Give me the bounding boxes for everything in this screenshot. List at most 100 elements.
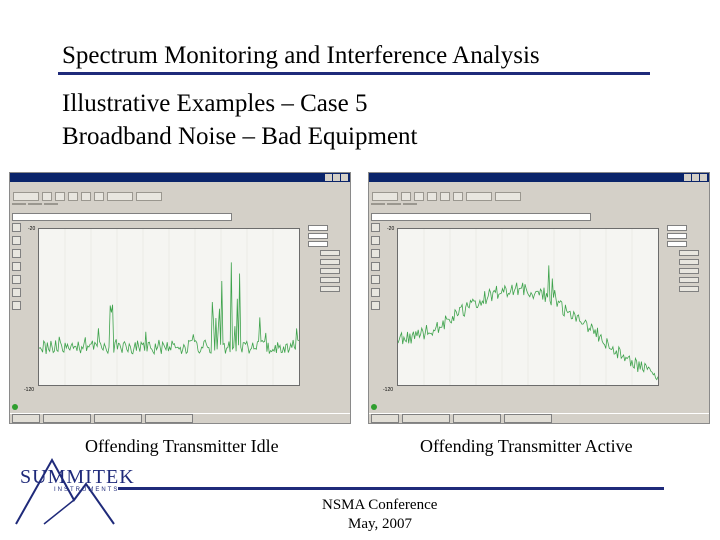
toolbar-button[interactable]	[136, 191, 162, 201]
toolbar-button[interactable]	[372, 191, 398, 201]
y-axis-top-label: -20	[28, 226, 36, 232]
toolbar-icon[interactable]	[42, 191, 52, 201]
tool-icon[interactable]	[12, 301, 21, 310]
tab[interactable]	[44, 203, 58, 205]
footer-rule	[118, 487, 664, 490]
panel-button[interactable]	[320, 250, 340, 256]
toolbar	[369, 190, 709, 202]
settings-field[interactable]	[667, 233, 687, 239]
tool-icon[interactable]	[371, 249, 380, 258]
spectrum-trace	[39, 229, 299, 385]
logo-text: SUMMITEK	[20, 466, 135, 488]
footer-date: May, 2007	[348, 516, 413, 532]
toolbar-icon[interactable]	[94, 191, 104, 201]
minimize-icon[interactable]	[325, 174, 332, 181]
summitek-logo: SUMMITEK INSTRUMENTS	[14, 456, 144, 528]
toolbar-icon[interactable]	[68, 191, 78, 201]
tool-icon[interactable]	[371, 223, 380, 232]
window-controls	[325, 174, 348, 181]
tool-icon[interactable]	[12, 262, 21, 271]
tool-icon[interactable]	[12, 288, 21, 297]
taskbar-item[interactable]	[453, 414, 501, 423]
tool-icon[interactable]	[371, 288, 380, 297]
toolbar-icon[interactable]	[453, 191, 463, 201]
spectrum-plot	[38, 228, 300, 386]
tool-icon[interactable]	[12, 275, 21, 284]
tab[interactable]	[28, 203, 42, 205]
toolbar-icon[interactable]	[81, 191, 91, 201]
window-titlebar	[369, 173, 709, 182]
maximize-icon[interactable]	[333, 174, 340, 181]
settings-field[interactable]	[308, 241, 328, 247]
maximize-icon[interactable]	[692, 174, 699, 181]
path-field[interactable]	[12, 213, 232, 221]
screenshot-active: -20 -120	[368, 172, 710, 424]
tab[interactable]	[371, 203, 385, 205]
tool-icon[interactable]	[12, 223, 21, 232]
tool-icon[interactable]	[371, 262, 380, 271]
toolbar-icon[interactable]	[414, 191, 424, 201]
taskbar-item[interactable]	[504, 414, 552, 423]
toolbar-icon[interactable]	[55, 191, 65, 201]
tab[interactable]	[12, 203, 26, 205]
title-rule	[58, 72, 650, 75]
taskbar-item[interactable]	[43, 414, 91, 423]
close-icon[interactable]	[341, 174, 348, 181]
menu-bar	[369, 182, 709, 190]
toolbar-icon[interactable]	[427, 191, 437, 201]
panel-button[interactable]	[679, 286, 699, 292]
settings-field[interactable]	[308, 233, 328, 239]
settings-panel	[306, 223, 348, 383]
tab[interactable]	[403, 203, 417, 205]
settings-field[interactable]	[667, 225, 687, 231]
taskbar	[10, 413, 350, 423]
tool-icon[interactable]	[371, 275, 380, 284]
tab-strip	[12, 203, 58, 205]
spectrum-line	[398, 265, 658, 381]
panel-button[interactable]	[679, 277, 699, 283]
path-field[interactable]	[371, 213, 591, 221]
panel-button[interactable]	[320, 259, 340, 265]
toolbar-button[interactable]	[13, 191, 39, 201]
status-dot-icon	[371, 404, 377, 410]
panel-button[interactable]	[679, 259, 699, 265]
tool-icon[interactable]	[371, 301, 380, 310]
toolbar-icon[interactable]	[440, 191, 450, 201]
tool-icon[interactable]	[371, 236, 380, 245]
subtitle-line-1: Illustrative Examples – Case 5	[62, 90, 368, 117]
caption-idle: Offending Transmitter Idle	[85, 436, 279, 456]
panel-button[interactable]	[320, 277, 340, 283]
screenshot-idle: -20 -120	[9, 172, 351, 424]
tool-icon[interactable]	[12, 249, 21, 258]
close-icon[interactable]	[700, 174, 707, 181]
taskbar	[369, 413, 709, 423]
taskbar-item[interactable]	[94, 414, 142, 423]
logo-subtext: INSTRUMENTS	[54, 487, 120, 493]
panel-button[interactable]	[679, 250, 699, 256]
toolbar-button[interactable]	[107, 191, 133, 201]
toolbar-button[interactable]	[495, 191, 521, 201]
start-button[interactable]	[12, 414, 40, 423]
panel-button[interactable]	[320, 286, 340, 292]
tab[interactable]	[387, 203, 401, 205]
settings-panel	[665, 223, 707, 383]
tool-icon[interactable]	[12, 236, 21, 245]
start-button[interactable]	[371, 414, 399, 423]
minimize-icon[interactable]	[684, 174, 691, 181]
window-titlebar	[10, 173, 350, 182]
spectrum-line	[39, 262, 299, 356]
toolbar-icon[interactable]	[401, 191, 411, 201]
toolbar-button[interactable]	[466, 191, 492, 201]
taskbar-item[interactable]	[145, 414, 193, 423]
spectrum-trace	[398, 229, 658, 385]
settings-field[interactable]	[308, 225, 328, 231]
settings-field[interactable]	[667, 241, 687, 247]
menu-bar	[10, 182, 350, 190]
panel-button[interactable]	[320, 268, 340, 274]
panel-button[interactable]	[679, 268, 699, 274]
caption-active: Offending Transmitter Active	[420, 436, 633, 456]
left-toolbar	[12, 223, 21, 403]
subtitle-line-2: Broadband Noise – Bad Equipment	[62, 123, 418, 150]
taskbar-item[interactable]	[402, 414, 450, 423]
logo-mark-icon	[15, 457, 115, 525]
